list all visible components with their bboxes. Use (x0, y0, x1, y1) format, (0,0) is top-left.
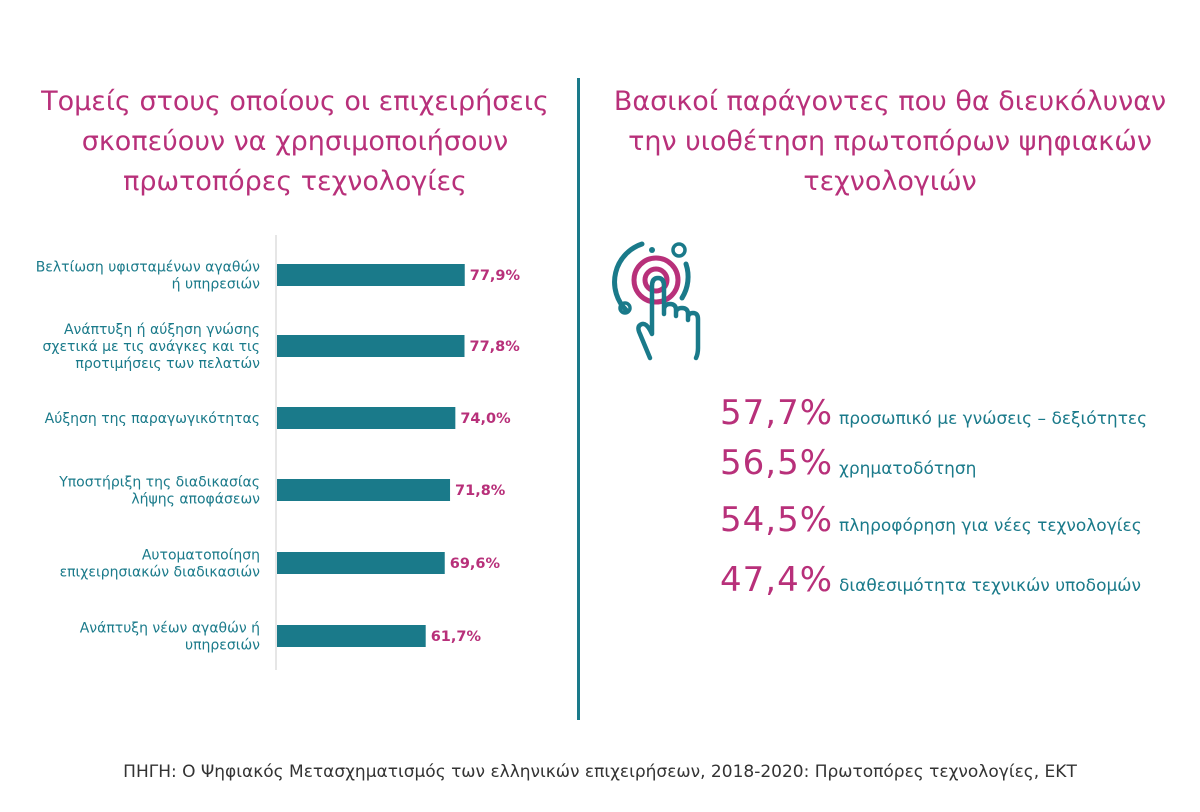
bar (277, 407, 456, 429)
factor-label: διαθεσιμότητα τεχνικών υποδομών (839, 576, 1142, 596)
factor-label: πληροφόρηση για νέες τεχνολογίες (839, 516, 1142, 536)
bar-value-label: 61,7% (431, 629, 482, 645)
bar (277, 264, 465, 286)
factor-row: 57,7% προσωπικό με γνώσεις – δεξιότητες (720, 393, 1180, 433)
bar-value-label: 71,8% (455, 483, 506, 499)
factor-row: 56,5% χρηματοδότηση (720, 443, 1180, 483)
factor-row: 54,5% πληροφόρηση για νέες τεχνολογίες (720, 500, 1180, 540)
category-label: Υποστήριξη της διαδικασίας (58, 475, 260, 491)
category-label: Ανάπτυξη νέων αγαθών ή (80, 621, 260, 637)
bar-value-label: 77,9% (470, 268, 521, 284)
bar (277, 552, 445, 574)
factor-row: 47,4% διαθεσιμότητα τεχνικών υποδομών (720, 560, 1180, 600)
bar-value-label: 69,6% (450, 556, 501, 572)
factor-value: 54,5% (720, 500, 834, 540)
category-label: Ανάπτυξη ή αύξηση γνώσης (64, 322, 260, 338)
bar-value-label: 74,0% (460, 411, 511, 427)
factor-value: 57,7% (720, 393, 834, 433)
right-panel-title: Βασικοί παράγοντες που θα διευκόλυναν τη… (613, 86, 1167, 197)
category-label: ή υπηρεσιών (172, 277, 261, 293)
bar (277, 479, 451, 501)
left-chart-title: Τομείς στους οποίους οι επιχειρήσεις σκο… (41, 86, 549, 197)
bar (277, 335, 465, 357)
category-label: προτιμήσεις των πελατών (75, 356, 260, 372)
category-label: Βελτίωση υφισταμένων αγαθών (36, 260, 260, 276)
bar (277, 625, 426, 647)
touch-tap-icon (612, 241, 701, 361)
source-note: ΠΗΓΗ: Ο Ψηφιακός Μετασχηματισμός των ελλ… (123, 762, 1077, 782)
category-label: Αυτοματοποίηση (142, 548, 260, 564)
category-label: σχετικά με τις ανάγκες και τις (43, 339, 260, 355)
category-label: λήψης αποφάσεων (131, 492, 260, 508)
factor-label: προσωπικό με γνώσεις – δεξιότητες (839, 409, 1148, 429)
bar-value-label: 77,8% (469, 339, 520, 355)
factor-label: χρηματοδότηση (839, 459, 977, 479)
category-label: υπηρεσιών (185, 638, 260, 654)
vertical-divider (577, 78, 580, 720)
category-label: επιχειρησιακών διαδικασιών (60, 565, 261, 581)
factor-value: 56,5% (720, 443, 834, 483)
category-label: Αύξηση της παραγωγικότητας (45, 411, 260, 427)
factor-value: 47,4% (720, 560, 834, 600)
